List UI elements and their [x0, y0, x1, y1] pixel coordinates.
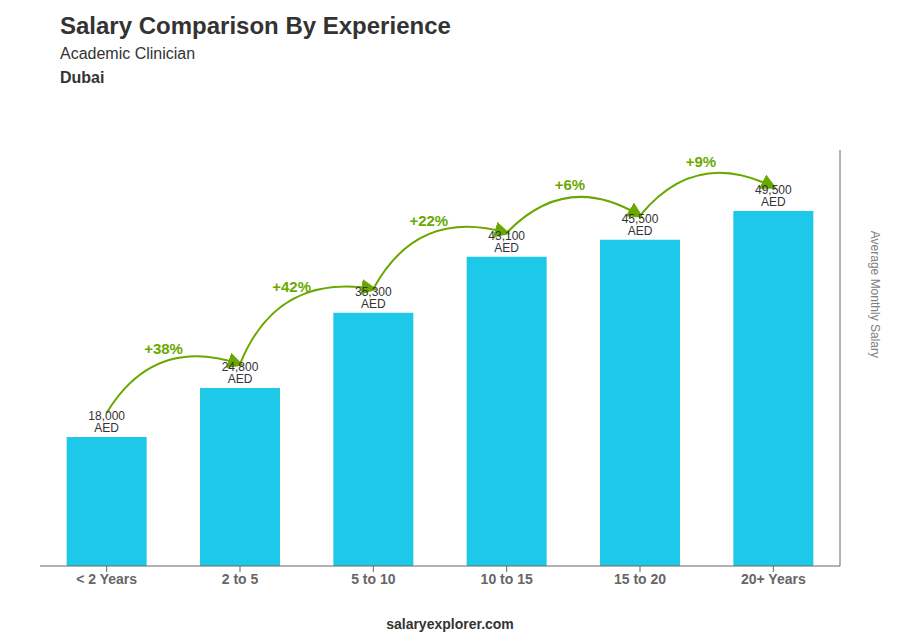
svg-text:5 to 10: 5 to 10 — [351, 571, 396, 587]
svg-text:+38%: +38% — [144, 340, 183, 357]
svg-text:+9%: +9% — [686, 153, 716, 170]
svg-text:2 to 5: 2 to 5 — [222, 571, 259, 587]
svg-text:18,000AED: 18,000AED — [88, 409, 125, 435]
svg-text:Average Monthly Salary: Average Monthly Salary — [868, 231, 882, 358]
svg-text:< 2 Years: < 2 Years — [76, 571, 137, 587]
svg-text:20+ Years: 20+ Years — [741, 571, 806, 587]
svg-text:49,500AED: 49,500AED — [755, 183, 792, 209]
svg-text:+42%: +42% — [272, 278, 311, 295]
svg-text:35,300AED: 35,300AED — [355, 285, 392, 311]
html-text:Dubai: Dubai — [60, 69, 105, 86]
html-text:Salary Comparison By Experienc: Salary Comparison By Experience — [60, 12, 451, 39]
svg-text:10 to 15: 10 to 15 — [481, 571, 533, 587]
svg-text:43,100AED: 43,100AED — [488, 229, 525, 255]
svg-text:45,500AED: 45,500AED — [622, 212, 659, 238]
html-text:salaryexplorer.com: salaryexplorer.com — [386, 616, 514, 632]
html-text:Academic Clinician: Academic Clinician — [60, 45, 196, 62]
svg-text:+6%: +6% — [555, 176, 585, 193]
svg-text:15 to 20: 15 to 20 — [614, 571, 666, 587]
svg-text:+22%: +22% — [409, 212, 448, 229]
svg-text:24,800AED: 24,800AED — [222, 360, 259, 386]
